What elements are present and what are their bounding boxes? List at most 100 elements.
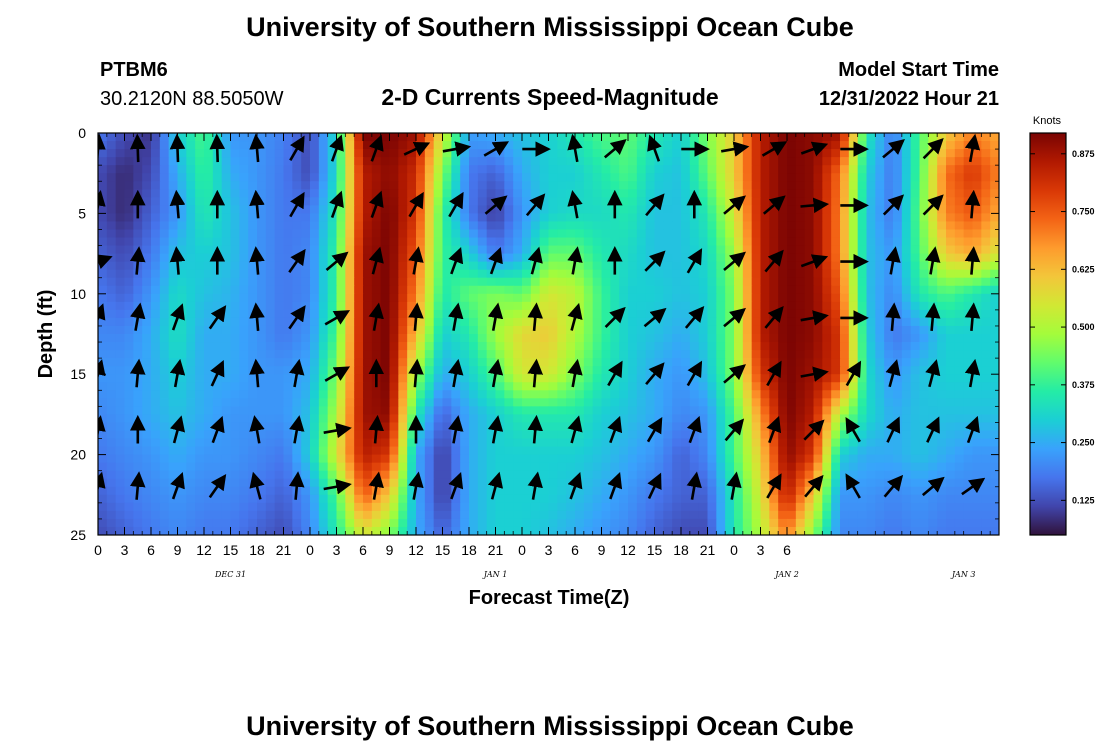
- heatmap-cell: [672, 486, 682, 496]
- heatmap-cell: [954, 221, 965, 231]
- heatmap-cell: [363, 422, 373, 432]
- heatmap-cell: [619, 157, 629, 166]
- heatmap-cell: [840, 181, 850, 190]
- heatmap-cell: [848, 518, 859, 528]
- heatmap-cell: [698, 221, 709, 231]
- heatmap-cell: [822, 173, 832, 182]
- heatmap-cell: [204, 149, 214, 158]
- heatmap-cell: [513, 277, 523, 287]
- heatmap-cell: [778, 446, 788, 456]
- heatmap-cell: [795, 237, 806, 247]
- heatmap-cell: [168, 398, 179, 407]
- heatmap-cell: [707, 325, 717, 335]
- heatmap-cell: [751, 293, 762, 303]
- heatmap-cell: [822, 438, 832, 448]
- heatmap-cell: [716, 221, 726, 231]
- heatmap-cell: [354, 422, 364, 432]
- heatmap-cell: [742, 366, 753, 375]
- heatmap-cell: [195, 301, 205, 311]
- heatmap-cell: [274, 438, 285, 448]
- heatmap-cell: [371, 350, 382, 359]
- heatmap-cell: [327, 358, 338, 367]
- heatmap-cell: [530, 382, 541, 391]
- heatmap-cell: [928, 406, 938, 415]
- heatmap-cell: [513, 253, 523, 263]
- heatmap-cell: [990, 253, 999, 263]
- heatmap-cell: [575, 277, 585, 287]
- heatmap-cell: [716, 205, 726, 214]
- heatmap-cell: [893, 221, 903, 231]
- heatmap-cell: [937, 342, 947, 351]
- heatmap-cell: [469, 494, 479, 504]
- heatmap-cell: [345, 317, 355, 327]
- heatmap-cell: [548, 197, 558, 206]
- heatmap-cell: [583, 165, 594, 174]
- heatmap-cell: [380, 406, 391, 415]
- heatmap-cell: [539, 173, 550, 182]
- heatmap-cell: [990, 390, 999, 399]
- heatmap-cell: [124, 133, 134, 142]
- heatmap-cell: [230, 197, 240, 206]
- heatmap-cell: [522, 197, 532, 206]
- heatmap-cell: [575, 374, 585, 383]
- heatmap-cell: [628, 366, 638, 375]
- heatmap-cell: [115, 430, 126, 440]
- heatmap-cell: [760, 382, 770, 391]
- heatmap-cell: [292, 446, 302, 456]
- heatmap-cell: [398, 149, 408, 158]
- heatmap-cell: [433, 438, 444, 448]
- heatmap-cell: [636, 430, 647, 440]
- heatmap-cell: [416, 221, 426, 231]
- heatmap-cell: [230, 149, 240, 158]
- heatmap-cell: [539, 374, 550, 383]
- heatmap-cell: [954, 358, 965, 367]
- heatmap-cell: [946, 181, 956, 190]
- heatmap-cell: [725, 470, 735, 480]
- heatmap-cell: [672, 317, 682, 327]
- heatmap-cell: [672, 237, 682, 247]
- heatmap-cell: [142, 309, 152, 319]
- heatmap-cell: [813, 390, 823, 399]
- heatmap-cell: [98, 350, 108, 359]
- heatmap-cell: [248, 342, 258, 351]
- heatmap-cell: [363, 293, 373, 303]
- heatmap-cell: [354, 181, 364, 190]
- heatmap-cell: [442, 470, 452, 480]
- heatmap-cell: [106, 366, 117, 375]
- heatmap-cell: [857, 486, 868, 496]
- heatmap-cell: [504, 446, 514, 456]
- heatmap-cell: [795, 325, 806, 335]
- heatmap-cell: [831, 446, 841, 456]
- heatmap-cell: [628, 157, 638, 166]
- heatmap-cell: [619, 502, 629, 512]
- heatmap-cell: [857, 446, 868, 456]
- heatmap-cell: [946, 502, 956, 512]
- heatmap-cell: [716, 261, 726, 271]
- heatmap-cell: [610, 462, 620, 472]
- heatmap-cell: [212, 229, 223, 239]
- heatmap-cell: [442, 309, 452, 319]
- heatmap-cell: [195, 261, 205, 271]
- heatmap-cell: [822, 478, 832, 488]
- heatmap-cell: [981, 366, 991, 375]
- heatmap-cell: [186, 285, 196, 295]
- heatmap-cell: [840, 342, 850, 351]
- heatmap-cell: [963, 350, 974, 359]
- heatmap-cell: [848, 213, 859, 223]
- heatmap-cell: [495, 438, 505, 448]
- heatmap-cell: [910, 398, 921, 407]
- heatmap-cell: [389, 390, 399, 399]
- heatmap-cell: [230, 350, 240, 359]
- heatmap-cell: [592, 430, 603, 440]
- heatmap-cell: [168, 486, 179, 496]
- heatmap-cell: [946, 406, 956, 415]
- heatmap-cell: [283, 133, 293, 142]
- heatmap-cell: [292, 237, 302, 247]
- heatmap-cell: [619, 245, 629, 255]
- heatmap-cell: [760, 390, 770, 399]
- heatmap-cell: [875, 133, 885, 142]
- heatmap-cell: [619, 382, 629, 391]
- heatmap-cell: [283, 334, 293, 343]
- heatmap-cell: [778, 478, 788, 488]
- heatmap-cell: [848, 277, 859, 287]
